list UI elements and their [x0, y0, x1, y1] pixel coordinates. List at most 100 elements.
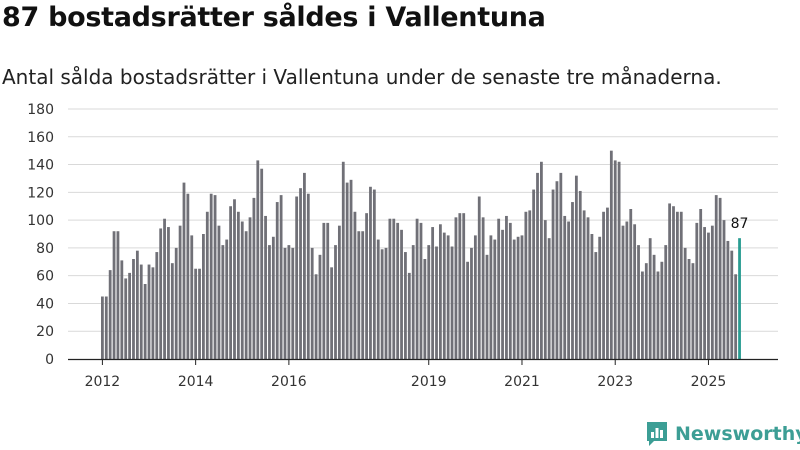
y-tick-label: 60 — [36, 269, 54, 285]
bar — [536, 172, 539, 359]
bar — [233, 199, 236, 359]
bar — [349, 179, 353, 359]
bar — [703, 227, 706, 359]
bar — [256, 160, 260, 359]
axes: 0 20 40 60 80 100 120 140 160 180 2012 2014 2016 2019… — [27, 102, 778, 390]
bar — [205, 211, 209, 359]
bar — [613, 160, 617, 359]
bar — [718, 197, 722, 359]
bar — [710, 225, 714, 359]
bar — [473, 235, 477, 359]
bar — [652, 254, 656, 359]
bar — [442, 232, 446, 359]
bar — [170, 263, 174, 359]
bar — [621, 225, 625, 359]
bar — [493, 239, 497, 359]
bar — [664, 245, 668, 359]
bar — [198, 268, 201, 359]
bar — [287, 245, 291, 359]
bar — [209, 193, 213, 359]
bar — [574, 175, 578, 359]
bar — [299, 188, 302, 359]
bar — [120, 260, 124, 359]
bar — [695, 222, 699, 359]
bar — [260, 168, 264, 359]
bar — [540, 161, 543, 359]
bar — [310, 247, 314, 359]
bar — [411, 245, 415, 359]
bar — [194, 268, 198, 359]
bar — [691, 263, 695, 359]
bar — [167, 227, 170, 359]
y-tick-label: 100 — [27, 213, 54, 229]
bar — [104, 296, 108, 359]
bar — [372, 189, 376, 359]
brand-name: Newsworthy — [675, 423, 800, 445]
bar — [590, 234, 594, 359]
bar — [508, 222, 512, 359]
bar — [326, 222, 330, 359]
bar — [419, 222, 423, 359]
y-tick-label: 140 — [27, 158, 54, 174]
bar — [186, 193, 190, 359]
bar — [489, 235, 493, 359]
brand-logo: Newsworthy — [645, 420, 800, 448]
bar — [629, 209, 633, 359]
bar — [679, 211, 683, 359]
bar — [291, 247, 295, 359]
bar — [466, 261, 469, 359]
bar — [462, 213, 466, 359]
bar — [128, 272, 131, 359]
bar — [431, 227, 435, 359]
bar-highlight — [738, 238, 741, 359]
bar — [283, 247, 287, 359]
bar — [450, 246, 454, 359]
bar — [578, 190, 582, 359]
bar — [217, 225, 221, 359]
bar — [318, 254, 322, 359]
bar — [353, 211, 357, 359]
bar — [135, 250, 139, 359]
bar — [221, 245, 225, 359]
bar — [279, 195, 283, 359]
bar — [524, 211, 528, 359]
bar — [182, 182, 186, 359]
y-tick-label: 20 — [36, 324, 54, 340]
bar — [112, 231, 116, 359]
bar — [606, 207, 609, 359]
bar — [240, 221, 244, 359]
bar — [337, 225, 341, 359]
bar — [582, 210, 586, 359]
bar — [236, 211, 240, 359]
bar — [571, 202, 574, 359]
bar — [229, 206, 233, 359]
bar — [132, 259, 135, 359]
y-tick-label: 40 — [36, 296, 54, 312]
bar — [609, 150, 613, 359]
bar — [116, 231, 120, 359]
bar — [159, 228, 163, 359]
bar — [477, 196, 481, 359]
bar — [147, 264, 151, 359]
bar — [734, 274, 738, 359]
bar — [501, 229, 504, 359]
x-tick-label: 2016 — [271, 374, 307, 390]
bar — [275, 202, 279, 359]
bar — [190, 235, 194, 359]
bar — [730, 250, 734, 359]
bar — [641, 271, 644, 359]
bar — [423, 259, 427, 359]
y-tick-label: 180 — [27, 102, 54, 118]
bar — [707, 232, 710, 359]
y-tick-label: 0 — [45, 352, 54, 368]
bar — [551, 189, 555, 359]
bar — [520, 235, 524, 359]
bar — [365, 213, 368, 359]
bar — [268, 245, 271, 359]
gridlines — [68, 108, 778, 332]
bar — [407, 272, 411, 359]
bar — [415, 218, 419, 359]
bar — [213, 195, 217, 359]
bar — [435, 246, 438, 359]
bar — [303, 172, 306, 359]
